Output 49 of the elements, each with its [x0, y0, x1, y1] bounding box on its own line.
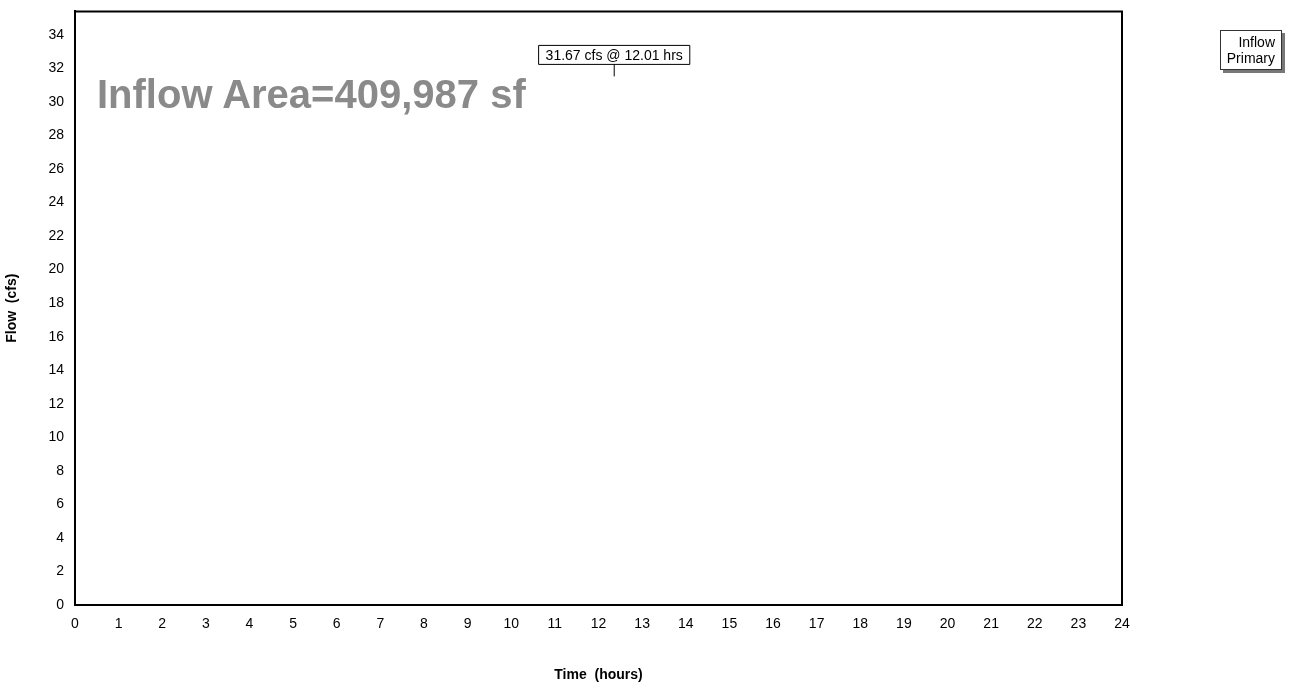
- y-tick-label: 30: [48, 92, 65, 109]
- y-tick-label: 4: [56, 528, 65, 545]
- x-tick-label: 11: [547, 615, 563, 632]
- x-tick-label: 16: [765, 615, 781, 632]
- y-tick-label: 14: [48, 361, 65, 378]
- x-tick-label: 9: [463, 615, 472, 632]
- x-tick-label: 0: [71, 615, 80, 632]
- y-tick-label: 8: [56, 461, 65, 478]
- annotation: Inflow Area=409,987 sf: [97, 72, 527, 117]
- y-axis-title: Flow (cfs): [3, 273, 20, 343]
- y-tick-label: 10: [48, 428, 65, 445]
- y-tick-label: 2: [56, 562, 65, 579]
- x-tick-label: 15: [721, 615, 738, 632]
- y-tick-label: 32: [48, 59, 65, 76]
- x-tick-label: 2: [158, 615, 167, 632]
- y-tick-label: 6: [56, 495, 65, 512]
- y-tick-label: 26: [48, 159, 65, 176]
- y-tick-label: 0: [56, 595, 65, 612]
- x-tick-label: 10: [503, 615, 520, 632]
- y-tick-label: 28: [48, 126, 65, 143]
- x-tick-label: 21: [983, 615, 1000, 632]
- x-tick-label: 17: [808, 615, 825, 632]
- x-tick-label: 8: [420, 615, 429, 632]
- x-tick-label: 18: [852, 615, 869, 632]
- x-tick-label: 22: [1026, 615, 1043, 632]
- y-tick-label: 12: [48, 394, 65, 411]
- y-tick-label: 18: [48, 294, 65, 311]
- x-tick-label: 1: [114, 615, 123, 632]
- x-tick-label: 23: [1070, 615, 1087, 632]
- x-axis-title: Time (hours): [554, 666, 643, 683]
- text: Inflow: [1237, 34, 1275, 50]
- x-tick-label: 24: [1114, 615, 1130, 632]
- x-tick-label: 7: [376, 615, 385, 632]
- x-tick-label: 12: [590, 615, 607, 632]
- y-tick-label: 20: [48, 260, 65, 277]
- x-tick-label: 3: [201, 615, 210, 632]
- x-tick-label: 4: [245, 615, 254, 632]
- x-tick-label: 19: [896, 615, 912, 632]
- x-tick-label: 20: [939, 615, 956, 632]
- y-tick-label: 16: [48, 327, 65, 344]
- x-tick-label: 6: [332, 615, 341, 632]
- text: Primary: [1226, 50, 1275, 66]
- annotation: 31.67 cfs @ 12.01 hrs: [545, 46, 683, 63]
- y-tick-label: 22: [48, 226, 65, 243]
- x-tick-label: 13: [634, 615, 651, 632]
- y-tick-label: 24: [48, 193, 65, 210]
- y-tick-label: 34: [48, 25, 65, 42]
- x-tick-label: 14: [677, 615, 694, 632]
- x-tick-label: 5: [289, 615, 298, 632]
